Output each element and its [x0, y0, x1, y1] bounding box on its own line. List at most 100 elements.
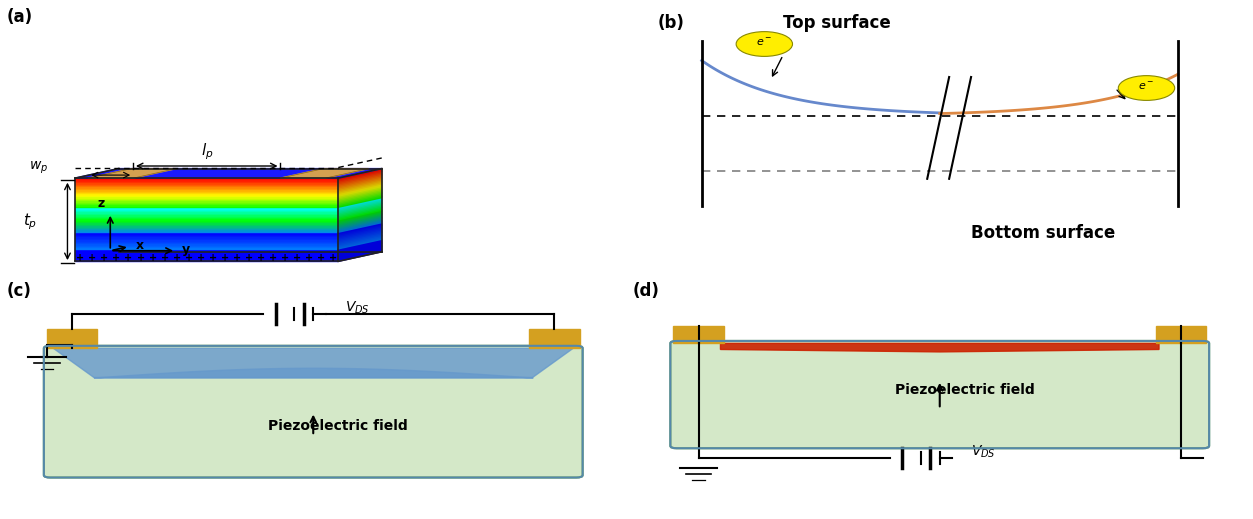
Polygon shape	[338, 169, 382, 180]
Polygon shape	[338, 195, 382, 206]
Polygon shape	[75, 252, 382, 262]
Polygon shape	[338, 180, 382, 190]
Polygon shape	[75, 213, 338, 214]
Polygon shape	[75, 225, 338, 227]
Polygon shape	[338, 209, 382, 220]
Polygon shape	[338, 218, 382, 229]
Polygon shape	[75, 200, 338, 202]
Polygon shape	[75, 244, 338, 246]
Polygon shape	[338, 202, 382, 213]
Polygon shape	[338, 177, 382, 188]
Polygon shape	[75, 215, 338, 217]
Polygon shape	[75, 196, 338, 198]
Polygon shape	[338, 187, 382, 198]
Polygon shape	[338, 192, 382, 203]
Text: +: +	[317, 253, 325, 263]
Polygon shape	[75, 204, 338, 206]
Text: +: +	[100, 253, 109, 263]
Text: +: +	[137, 253, 144, 263]
Polygon shape	[338, 248, 382, 258]
Polygon shape	[338, 221, 382, 232]
Polygon shape	[338, 171, 382, 182]
Polygon shape	[338, 179, 382, 189]
Polygon shape	[75, 250, 338, 252]
Polygon shape	[338, 246, 382, 257]
Polygon shape	[75, 181, 338, 182]
Polygon shape	[75, 254, 338, 256]
Text: $l_p$: $l_p$	[200, 141, 213, 162]
Polygon shape	[75, 207, 338, 209]
Polygon shape	[338, 227, 382, 238]
Text: +: +	[124, 253, 133, 263]
Text: Bottom surface: Bottom surface	[971, 224, 1115, 242]
Bar	[530, 329, 580, 348]
Polygon shape	[75, 186, 338, 188]
Polygon shape	[338, 233, 382, 243]
Text: +: +	[197, 253, 204, 263]
Text: $e^-$: $e^-$	[756, 37, 773, 48]
Polygon shape	[338, 228, 382, 239]
Polygon shape	[75, 184, 338, 185]
Polygon shape	[338, 243, 382, 254]
Polygon shape	[338, 234, 382, 244]
Polygon shape	[75, 258, 338, 260]
Polygon shape	[75, 195, 338, 196]
Polygon shape	[75, 235, 338, 236]
Polygon shape	[75, 194, 338, 195]
Polygon shape	[75, 239, 338, 240]
Polygon shape	[75, 169, 382, 178]
Bar	[674, 326, 724, 344]
Polygon shape	[338, 181, 382, 192]
Text: +: +	[173, 253, 180, 263]
Polygon shape	[75, 248, 338, 249]
Polygon shape	[338, 189, 382, 200]
Polygon shape	[75, 253, 338, 254]
Text: y: y	[183, 243, 190, 256]
Text: Piezoelectric field: Piezoelectric field	[895, 383, 1035, 397]
Text: $w_p$: $w_p$	[29, 160, 48, 176]
Polygon shape	[338, 229, 382, 240]
Polygon shape	[338, 223, 382, 234]
Polygon shape	[75, 240, 338, 242]
Polygon shape	[75, 182, 338, 184]
Polygon shape	[338, 220, 382, 231]
Polygon shape	[338, 239, 382, 250]
Text: $e^-$: $e^-$	[1138, 81, 1155, 92]
Polygon shape	[338, 242, 382, 253]
Polygon shape	[75, 188, 338, 189]
Text: +: +	[221, 253, 229, 263]
Text: (a): (a)	[6, 8, 33, 26]
Text: +: +	[160, 253, 169, 263]
Text: (c): (c)	[6, 282, 31, 301]
Polygon shape	[338, 235, 382, 246]
Polygon shape	[75, 209, 338, 210]
Polygon shape	[75, 180, 338, 181]
Text: x: x	[135, 239, 144, 252]
Text: +: +	[184, 253, 193, 263]
Polygon shape	[75, 252, 338, 253]
Polygon shape	[75, 220, 338, 221]
Polygon shape	[75, 223, 338, 224]
Polygon shape	[338, 203, 382, 214]
Polygon shape	[338, 208, 382, 218]
Polygon shape	[75, 211, 338, 213]
Polygon shape	[338, 191, 382, 202]
Polygon shape	[75, 231, 338, 232]
Polygon shape	[75, 218, 338, 220]
Text: +: +	[113, 253, 120, 263]
Polygon shape	[338, 199, 382, 210]
Text: $V_{DS}$: $V_{DS}$	[971, 444, 996, 460]
Polygon shape	[338, 217, 382, 228]
Polygon shape	[338, 185, 382, 196]
Polygon shape	[75, 199, 338, 200]
Polygon shape	[75, 229, 338, 231]
Polygon shape	[338, 184, 382, 195]
Polygon shape	[75, 206, 338, 207]
Polygon shape	[75, 227, 338, 228]
Polygon shape	[338, 194, 382, 204]
Text: (b): (b)	[658, 14, 684, 32]
Bar	[1155, 326, 1205, 344]
Polygon shape	[338, 206, 382, 217]
Polygon shape	[75, 257, 338, 258]
Polygon shape	[338, 174, 382, 185]
